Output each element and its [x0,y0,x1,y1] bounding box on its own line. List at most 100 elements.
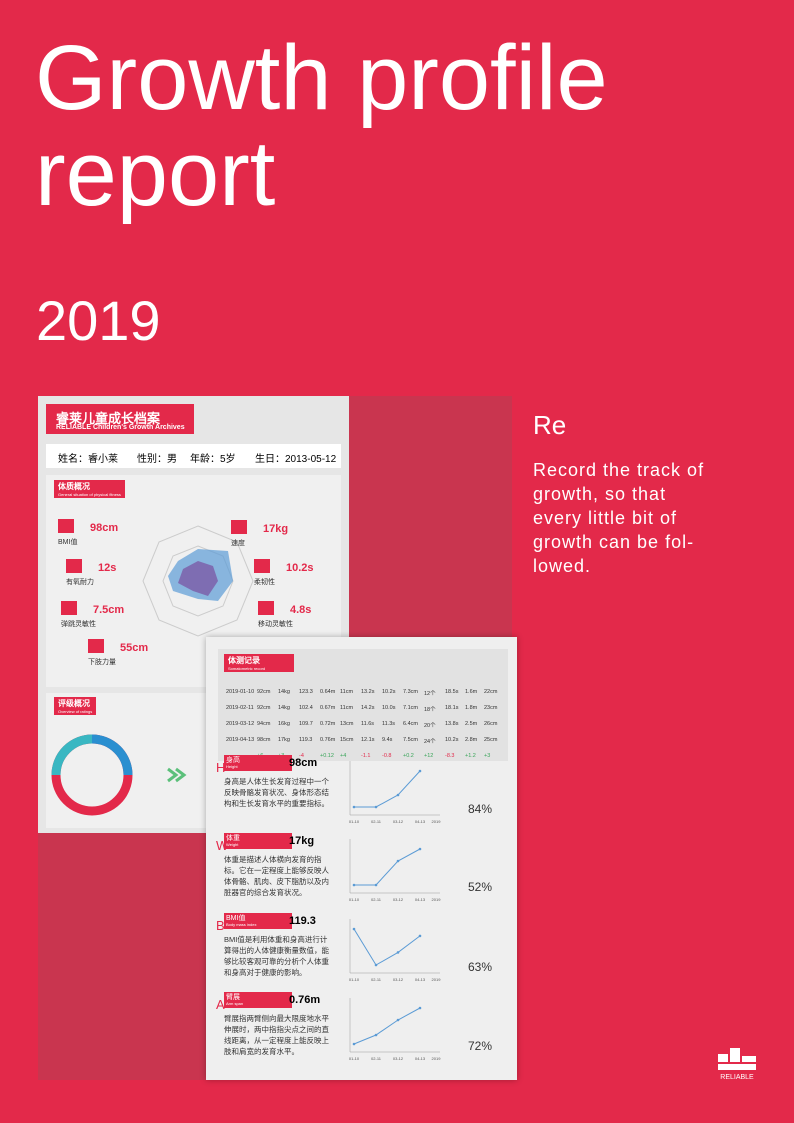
metric-tag: BMI值 Body mass index [224,913,292,929]
table-cell: 18.5s [445,689,459,695]
item-label: 柔韧性 [254,579,275,586]
mini-point [418,769,422,773]
metric-tag: 臂展 Arm span [224,992,292,1008]
mini-x-label: 02-11 [371,897,382,902]
table-cell: 24个 [424,739,436,745]
table-cell: 14kg [278,689,290,695]
table-cell: 2019-01-10 [226,689,255,695]
right-document: 体测记录 Somatometric record 2019-01-10 92cm 14… [206,637,517,1080]
section-title: 体测记录 [228,656,260,665]
side-line: Record the track of [533,460,705,480]
table-cell: 13cm [340,721,354,727]
mini-line [353,928,421,966]
item-value: 17kg [263,523,289,535]
mini-point [374,963,378,967]
table-cell: 11.3s [382,721,396,727]
table-diff: -8.3 [445,753,455,759]
mini-point [374,805,378,809]
table-cell: 7.3cm [403,689,418,695]
table-diff: +0.2 [403,753,414,759]
metric-text: BMI值是利用体重和身高进行计算得出的人体健康衡量数值，能够比较客观可靠的分析个… [224,935,329,977]
metric-text: 体重是描述人体横向发育的指标。它在一定程度上能够反映人体骨骼、肌肉、皮下脂肪以及… [224,855,329,897]
metric-percent: 72% [468,1039,493,1053]
table-diff: +1.2 [465,753,476,759]
table-cell: 119.3 [299,737,313,743]
mini-x-label: 02-11 [371,977,382,982]
title-line: report [35,123,276,225]
item-icon [231,520,247,534]
table-cell: 20个 [424,723,436,729]
mini-line [353,1007,421,1045]
metric-text: 臂展指两臂侧向最大限度地水平伸展时，两中指指尖点之间的直线距离，从一定程度上能反… [224,1014,329,1056]
table-cell: 92cm [257,705,271,711]
metric-name-en: Height [226,764,238,769]
mini-year: 2019 [432,1056,442,1061]
table-cell: 2019-03-12 [226,721,255,727]
mini-point [352,1042,356,1046]
item-icon [61,601,77,615]
table-cell: 23cm [484,705,498,711]
mini-point [396,1018,400,1022]
info-row [46,444,341,468]
mini-x-label: 02-11 [371,819,382,824]
metric-tag: 体重 Weight [224,833,292,849]
mini-point [396,793,400,797]
donut-part [91,734,133,776]
table-cell: 6.4cm [403,721,418,727]
item-label: 移动灵敏性 [258,621,293,628]
table-cell: 7.5cm [403,737,418,743]
side-line: every little bit of [533,508,678,528]
table-cell: 1.6m [465,689,478,695]
table-cell: 13.2s [361,689,375,695]
metric-name-en: Arm span [226,1001,244,1006]
item-label: 弹跳灵敏性 [61,621,96,628]
section-title: 评级概况 [58,699,90,708]
table-cell: 15cm [340,737,354,743]
metric-name-en: Weight [226,842,239,847]
table-cell: 12.1s [361,737,375,743]
table-cell: 25cm [484,737,498,743]
item-value: 98cm [90,522,119,534]
table-cell: 22cm [484,689,498,695]
table-cell: 0.72m [320,721,336,727]
metric-value: 98cm [289,757,318,769]
table-cell: 18.1s [445,705,459,711]
metric-percent: 63% [468,960,493,974]
mini-x-label: 04-13 [415,1056,426,1061]
table-cell: 2019-02-11 [226,705,254,711]
table-cell: 109.7 [299,721,313,727]
table-cell: 94cm [257,721,271,727]
table-diff: +12 [424,753,434,759]
mini-x-label: 02-11 [371,1056,382,1061]
item-icon [258,601,274,615]
mini-point [418,1006,422,1010]
mini-chart: 01-10 02-11 03-12 04-13 2019 [349,839,441,902]
table-cell: 102.4 [299,705,313,711]
table-cell: 10.0s [382,705,396,711]
table-cell: 11cm [340,705,354,711]
section-tag: 体测记录 Somatometric record [224,654,294,672]
metric-text: 身高是人体生长发育过程中一个反映骨骼发育状况、身体形态结构和生长发育水平的重要指… [224,777,329,808]
mini-x-label: 01-10 [349,819,360,824]
mini-x-label: 04-13 [415,897,426,902]
info: 姓名：睿小莱 [58,454,118,465]
mini-point [352,927,356,931]
table-cell: 2.5m [465,721,478,727]
metric-name: 身高 [226,757,240,764]
donut-part [51,734,93,776]
mini-chart: 01-10 02-11 03-12 04-13 2019 [349,919,441,982]
info: 生日：2013-05-12 [255,454,337,465]
title-line: Growth profile [35,27,608,129]
mini-point [396,951,400,954]
metric-value: 17kg [289,835,315,847]
mini-point [374,883,378,887]
table-cell: 7.1cm [403,705,418,711]
mini-x-label: 03-12 [393,977,404,982]
table-cell: 2019-04-13 [226,737,255,743]
table-cell: 16kg [278,721,290,727]
info: 年龄：5岁 [190,454,236,465]
table-cell: 18个 [424,707,436,713]
radar-grid [142,525,254,637]
item-value: 4.8s [290,604,312,616]
doc-title: 睿莱儿童成长档案 RELIABLE Children's Growth Arch… [46,404,194,434]
